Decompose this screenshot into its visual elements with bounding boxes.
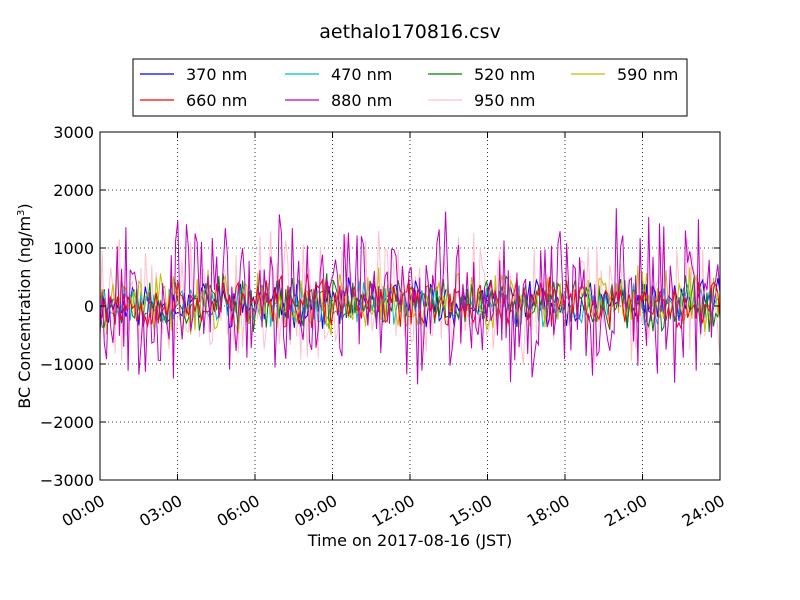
y-tick-label: −1000 — [40, 355, 94, 374]
x-tick-label: 03:00 — [136, 491, 185, 531]
y-tick-label: 1000 — [53, 239, 94, 258]
y-axis-label-exponent: 3 — [16, 210, 27, 216]
x-tick-labels: 00:00 03:00 06:00 09:00 12:00 15:00 18:00 21:00… — [59, 491, 728, 531]
legend-label: 880 nm — [331, 91, 392, 110]
y-axis-label-main: BC Concentration (ng/m — [15, 216, 34, 409]
y-axis-label-suffix: ) — [15, 203, 34, 209]
axis-ticks — [99, 131, 721, 481]
y-axis-label: BC Concentration (ng/m3) — [15, 203, 34, 408]
x-tick-label: 24:00 — [679, 491, 728, 531]
legend-label: 660 nm — [186, 91, 247, 110]
chart-title: aethalo170816.csv — [319, 21, 501, 43]
x-tick-label: 15:00 — [446, 491, 495, 531]
y-tick-label: 2000 — [53, 181, 94, 200]
x-tick-label: 18:00 — [524, 491, 573, 531]
series-line-590-nm — [99, 265, 721, 336]
y-tick-label: −2000 — [40, 413, 94, 432]
x-axis-label: Time on 2017-08-16 (JST) — [307, 531, 512, 550]
series-lines — [99, 208, 721, 385]
legend-label: 590 nm — [617, 65, 678, 84]
x-tick-label: 12:00 — [369, 491, 418, 531]
legend-box — [132, 58, 688, 117]
x-tick-label: 09:00 — [291, 491, 340, 531]
y-tick-label: 3000 — [53, 123, 94, 142]
x-tick-label: 21:00 — [601, 491, 650, 531]
y-tick-label: 0 — [84, 297, 94, 316]
series-line-880-nm — [99, 208, 721, 385]
y-tick-label: −3000 — [40, 471, 94, 490]
plot-area — [99, 131, 721, 481]
x-tick-label: 06:00 — [214, 491, 263, 531]
legend-label: 950 nm — [474, 91, 535, 110]
legend-label: 470 nm — [331, 65, 392, 84]
legend-label: 370 nm — [186, 65, 247, 84]
legend-label: 520 nm — [474, 65, 535, 84]
y-tick-labels: −3000 −2000 −1000 0 1000 2000 3000 — [40, 123, 94, 490]
legend: 370 nm 470 nm 520 nm 590 nm 660 nm 880 nm 950 … — [132, 58, 688, 117]
x-tick-label: 00:00 — [59, 491, 108, 531]
